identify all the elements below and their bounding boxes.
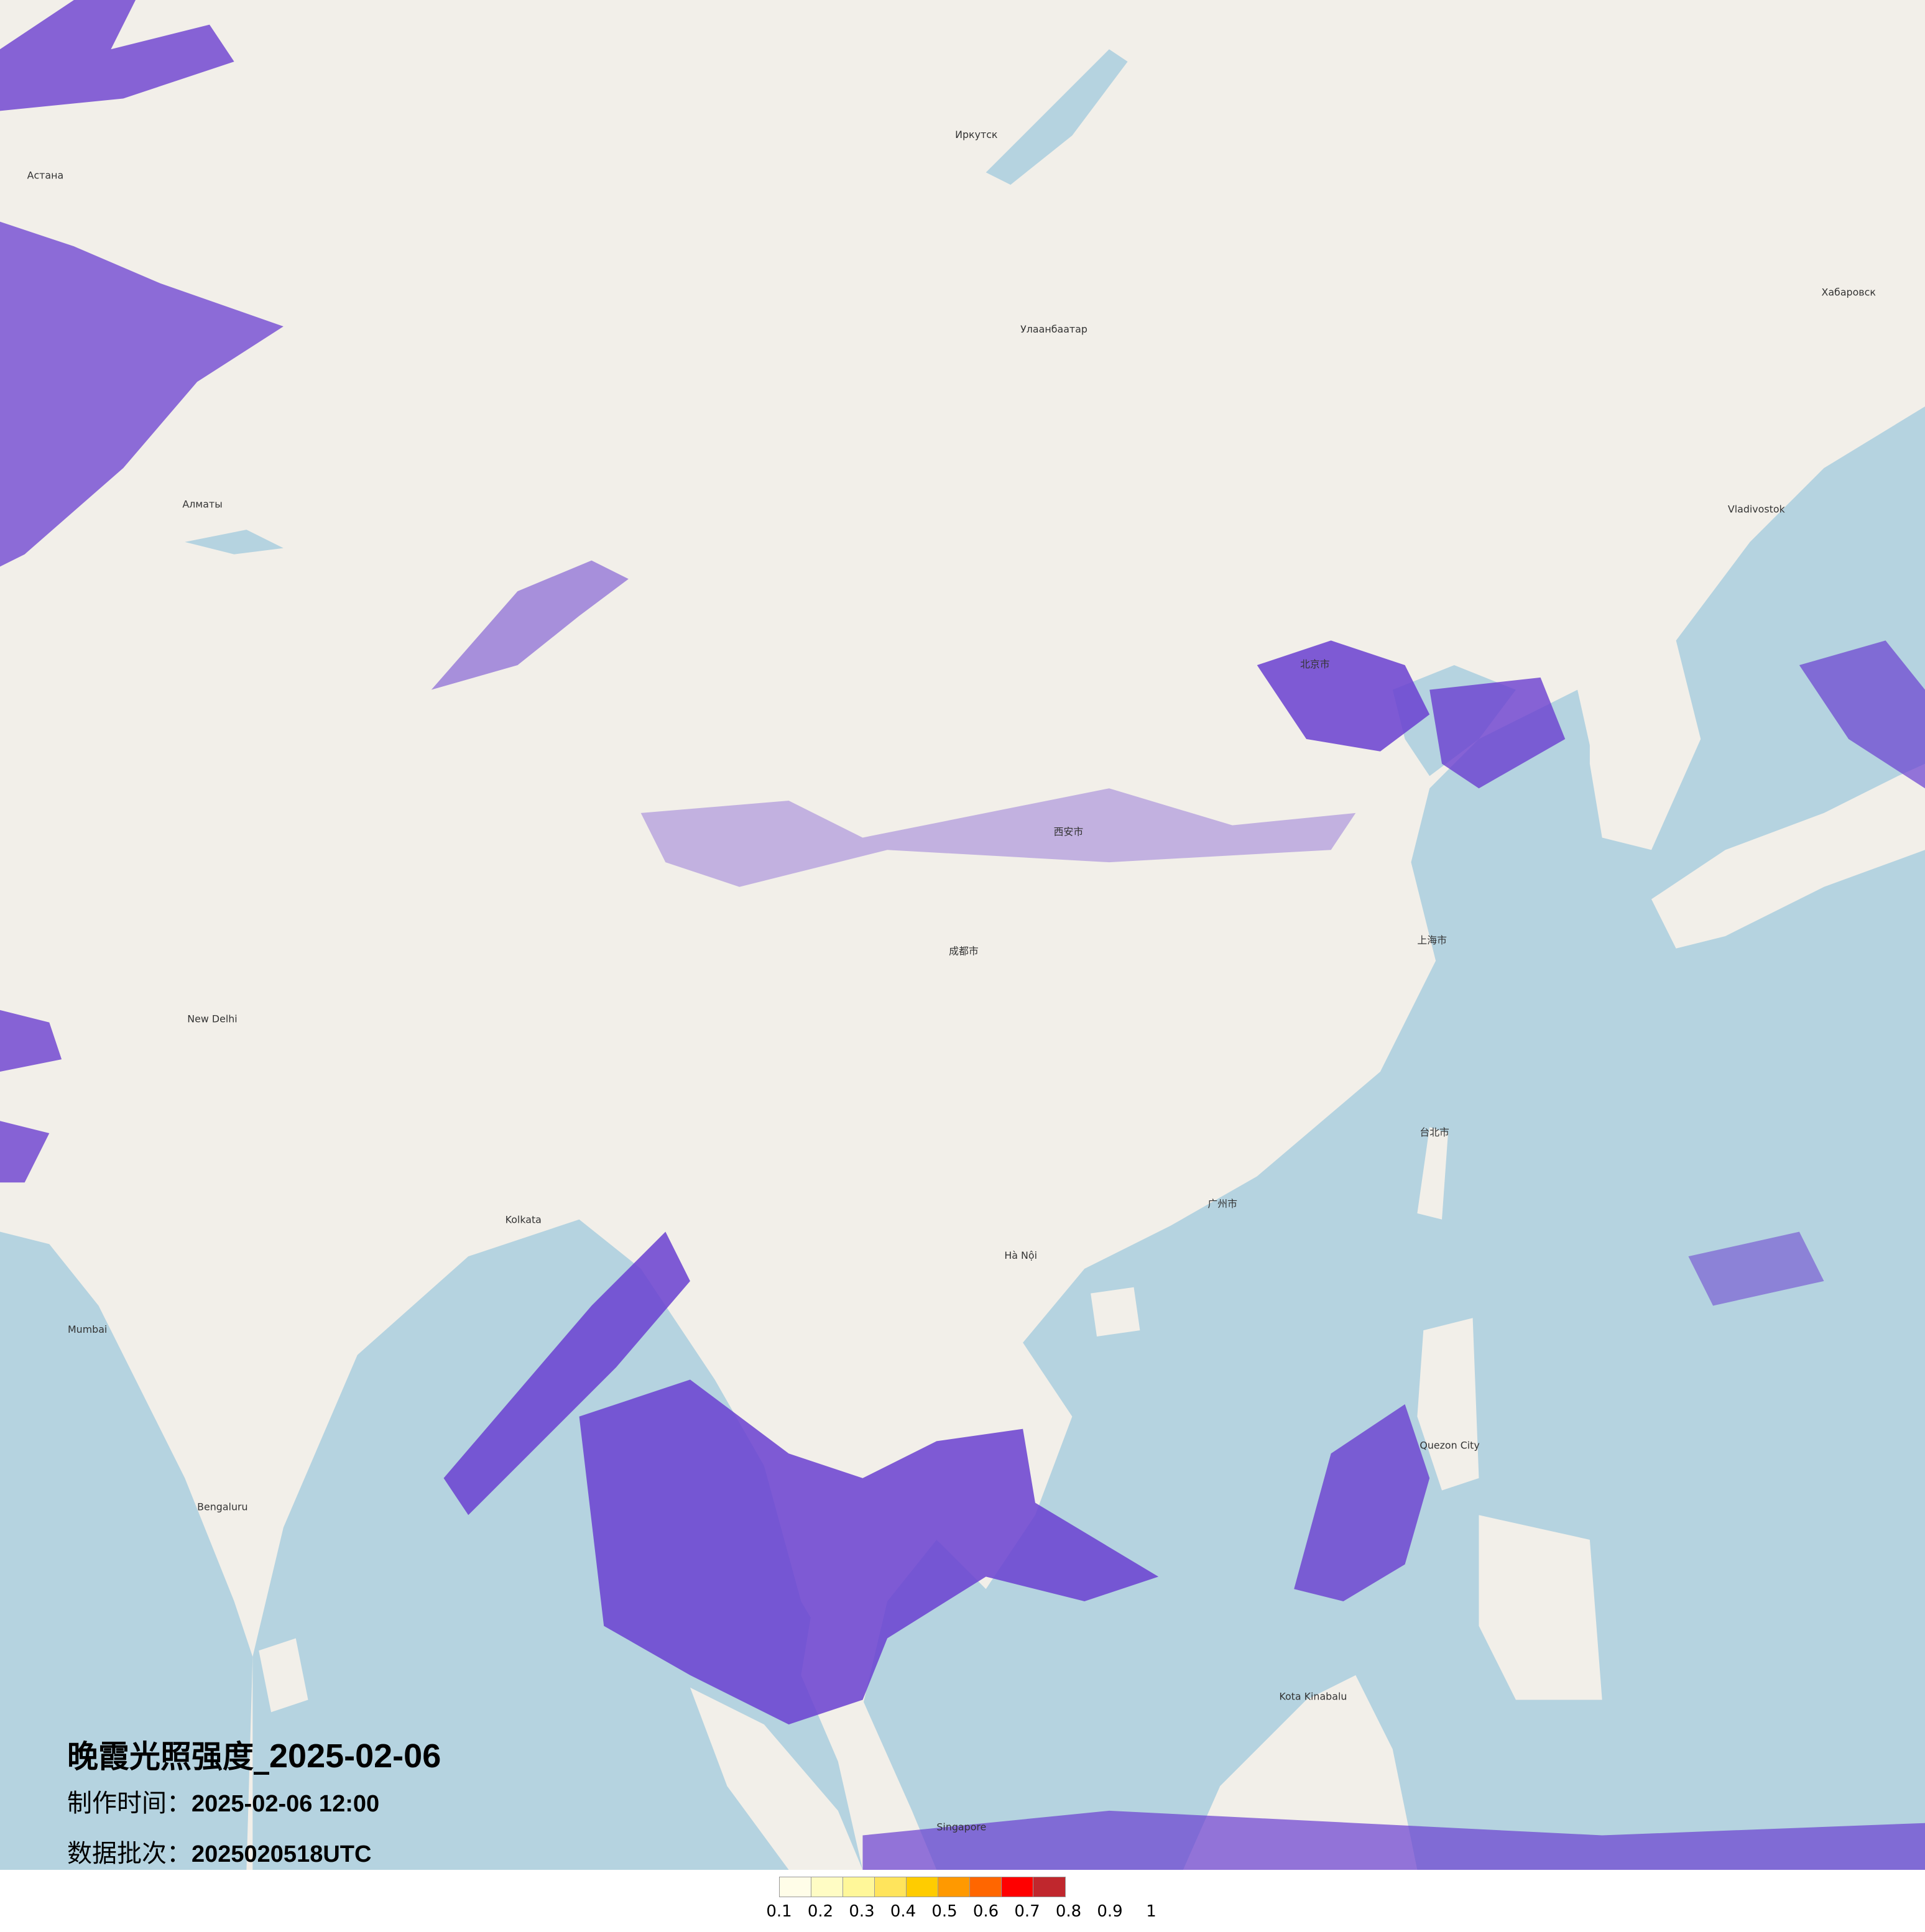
map-title-block: 晚霞光照强度_2025-02-06 制作时间：2025-02-06 12:00 … [67, 1734, 441, 1879]
city-label: Hà Nội [1004, 1249, 1037, 1261]
legend-swatch [938, 1877, 970, 1897]
data-batch-value: 2025020518UTC [192, 1841, 372, 1867]
city-labels: Улаанбаатар Иркутск Алматы Астана Хабаро… [27, 129, 1877, 1833]
legend-tick-label: 0.2 [807, 1902, 834, 1921]
city-label: Хабаровск [1822, 287, 1877, 298]
city-label: 台北市 [1420, 1126, 1449, 1138]
legend-tick-label: 0.9 [1097, 1902, 1123, 1921]
legend-tick-label: 0.4 [890, 1902, 916, 1921]
legend-tick-label: 0.1 [766, 1902, 792, 1921]
overlay-kazakhstan-north [0, 0, 234, 111]
city-label: Singapore [936, 1821, 986, 1833]
legend-tick-label: 0.5 [931, 1902, 958, 1921]
legend-swatch [875, 1877, 907, 1897]
legend-swatch [907, 1877, 938, 1897]
city-label: 广州市 [1207, 1198, 1237, 1210]
lake-baikal [986, 49, 1128, 185]
city-label: Mumbai [68, 1323, 107, 1335]
production-time-value: 2025-02-06 12:00 [192, 1791, 380, 1817]
islands [259, 689, 1925, 1870]
city-label: Kota Kinabalu [1279, 1691, 1347, 1703]
overlay-central-asia [0, 221, 284, 567]
production-time: 制作时间：2025-02-06 12:00 [67, 1778, 441, 1829]
legend-tick-label: 1 [1146, 1902, 1156, 1921]
overlay-philippine-sea [1688, 1231, 1824, 1306]
overlay-india-west2 [0, 1121, 50, 1183]
legend-tick-label: 0.8 [1055, 1902, 1082, 1921]
overlay-java-sea [862, 1810, 1925, 1870]
overlay-tarim [431, 560, 629, 690]
overlay-pacific-east [1799, 640, 1925, 789]
sri-lanka [259, 1638, 308, 1713]
title-text: 晚霞光照强度_ [67, 1739, 269, 1775]
legend-tick-label: 0.7 [1014, 1902, 1040, 1921]
production-time-label: 制作时间： [67, 1789, 192, 1818]
city-label: 北京市 [1300, 658, 1330, 670]
city-label: 西安市 [1054, 826, 1084, 837]
philippines-luzon [1417, 1318, 1479, 1491]
legend-tick-label: 0.3 [849, 1902, 875, 1921]
map-title: 晚霞光照强度_2025-02-06 [67, 1734, 441, 1778]
title-date: 2025-02-06 [269, 1737, 441, 1775]
overlay-qinling [640, 788, 1356, 887]
arabian-sea [0, 1231, 253, 1870]
overlay-south-china-sea [1294, 1404, 1430, 1602]
data-batch: 数据批次：2025020518UTC [67, 1829, 441, 1879]
hainan [1091, 1287, 1140, 1336]
korea [1589, 689, 1676, 850]
overlay-india-west [0, 1010, 62, 1072]
city-label: New Delhi [187, 1013, 237, 1025]
map-canvas[interactable]: Улаанбаатар Иркутск Алматы Астана Хабаро… [0, 0, 1925, 1870]
legend-swatch [1002, 1877, 1033, 1897]
city-label: 上海市 [1417, 934, 1447, 946]
sumatra [690, 1687, 863, 1870]
overlay-north-china [1257, 640, 1430, 752]
city-label: 成都市 [949, 945, 979, 957]
taiwan [1417, 1127, 1448, 1220]
data-batch-label: 数据批次： [67, 1839, 192, 1868]
city-label: Астана [27, 169, 64, 181]
city-label: Алматы [182, 498, 222, 510]
city-label: Улаанбаатар [1020, 323, 1087, 335]
japan [1651, 763, 1925, 949]
legend-swatch [970, 1877, 1002, 1897]
legend-swatch [1033, 1877, 1065, 1897]
legend-swatch [843, 1877, 875, 1897]
city-label: Quezon City [1420, 1439, 1479, 1451]
legend-ticks: 0.1 0.2 0.3 0.4 0.5 0.6 0.7 0.8 0.9 1 [766, 1902, 1169, 1927]
afterglow-overlay [0, 0, 1925, 1870]
city-label: Vladivostok [1728, 503, 1786, 515]
philippines-mindanao [1479, 1515, 1602, 1700]
legend-tick-label: 0.6 [972, 1902, 999, 1921]
color-legend [779, 1877, 1066, 1897]
legend-swatch [780, 1877, 811, 1897]
legend-swatch [811, 1877, 843, 1897]
city-label: Иркутск [955, 129, 998, 140]
overlay-bay-of-bengal [443, 1231, 690, 1516]
city-label: Bengaluru [197, 1501, 247, 1512]
overlay-andaman [579, 1379, 1159, 1725]
city-label: Kolkata [505, 1214, 542, 1226]
overlay-yellow-sea [1429, 677, 1566, 789]
